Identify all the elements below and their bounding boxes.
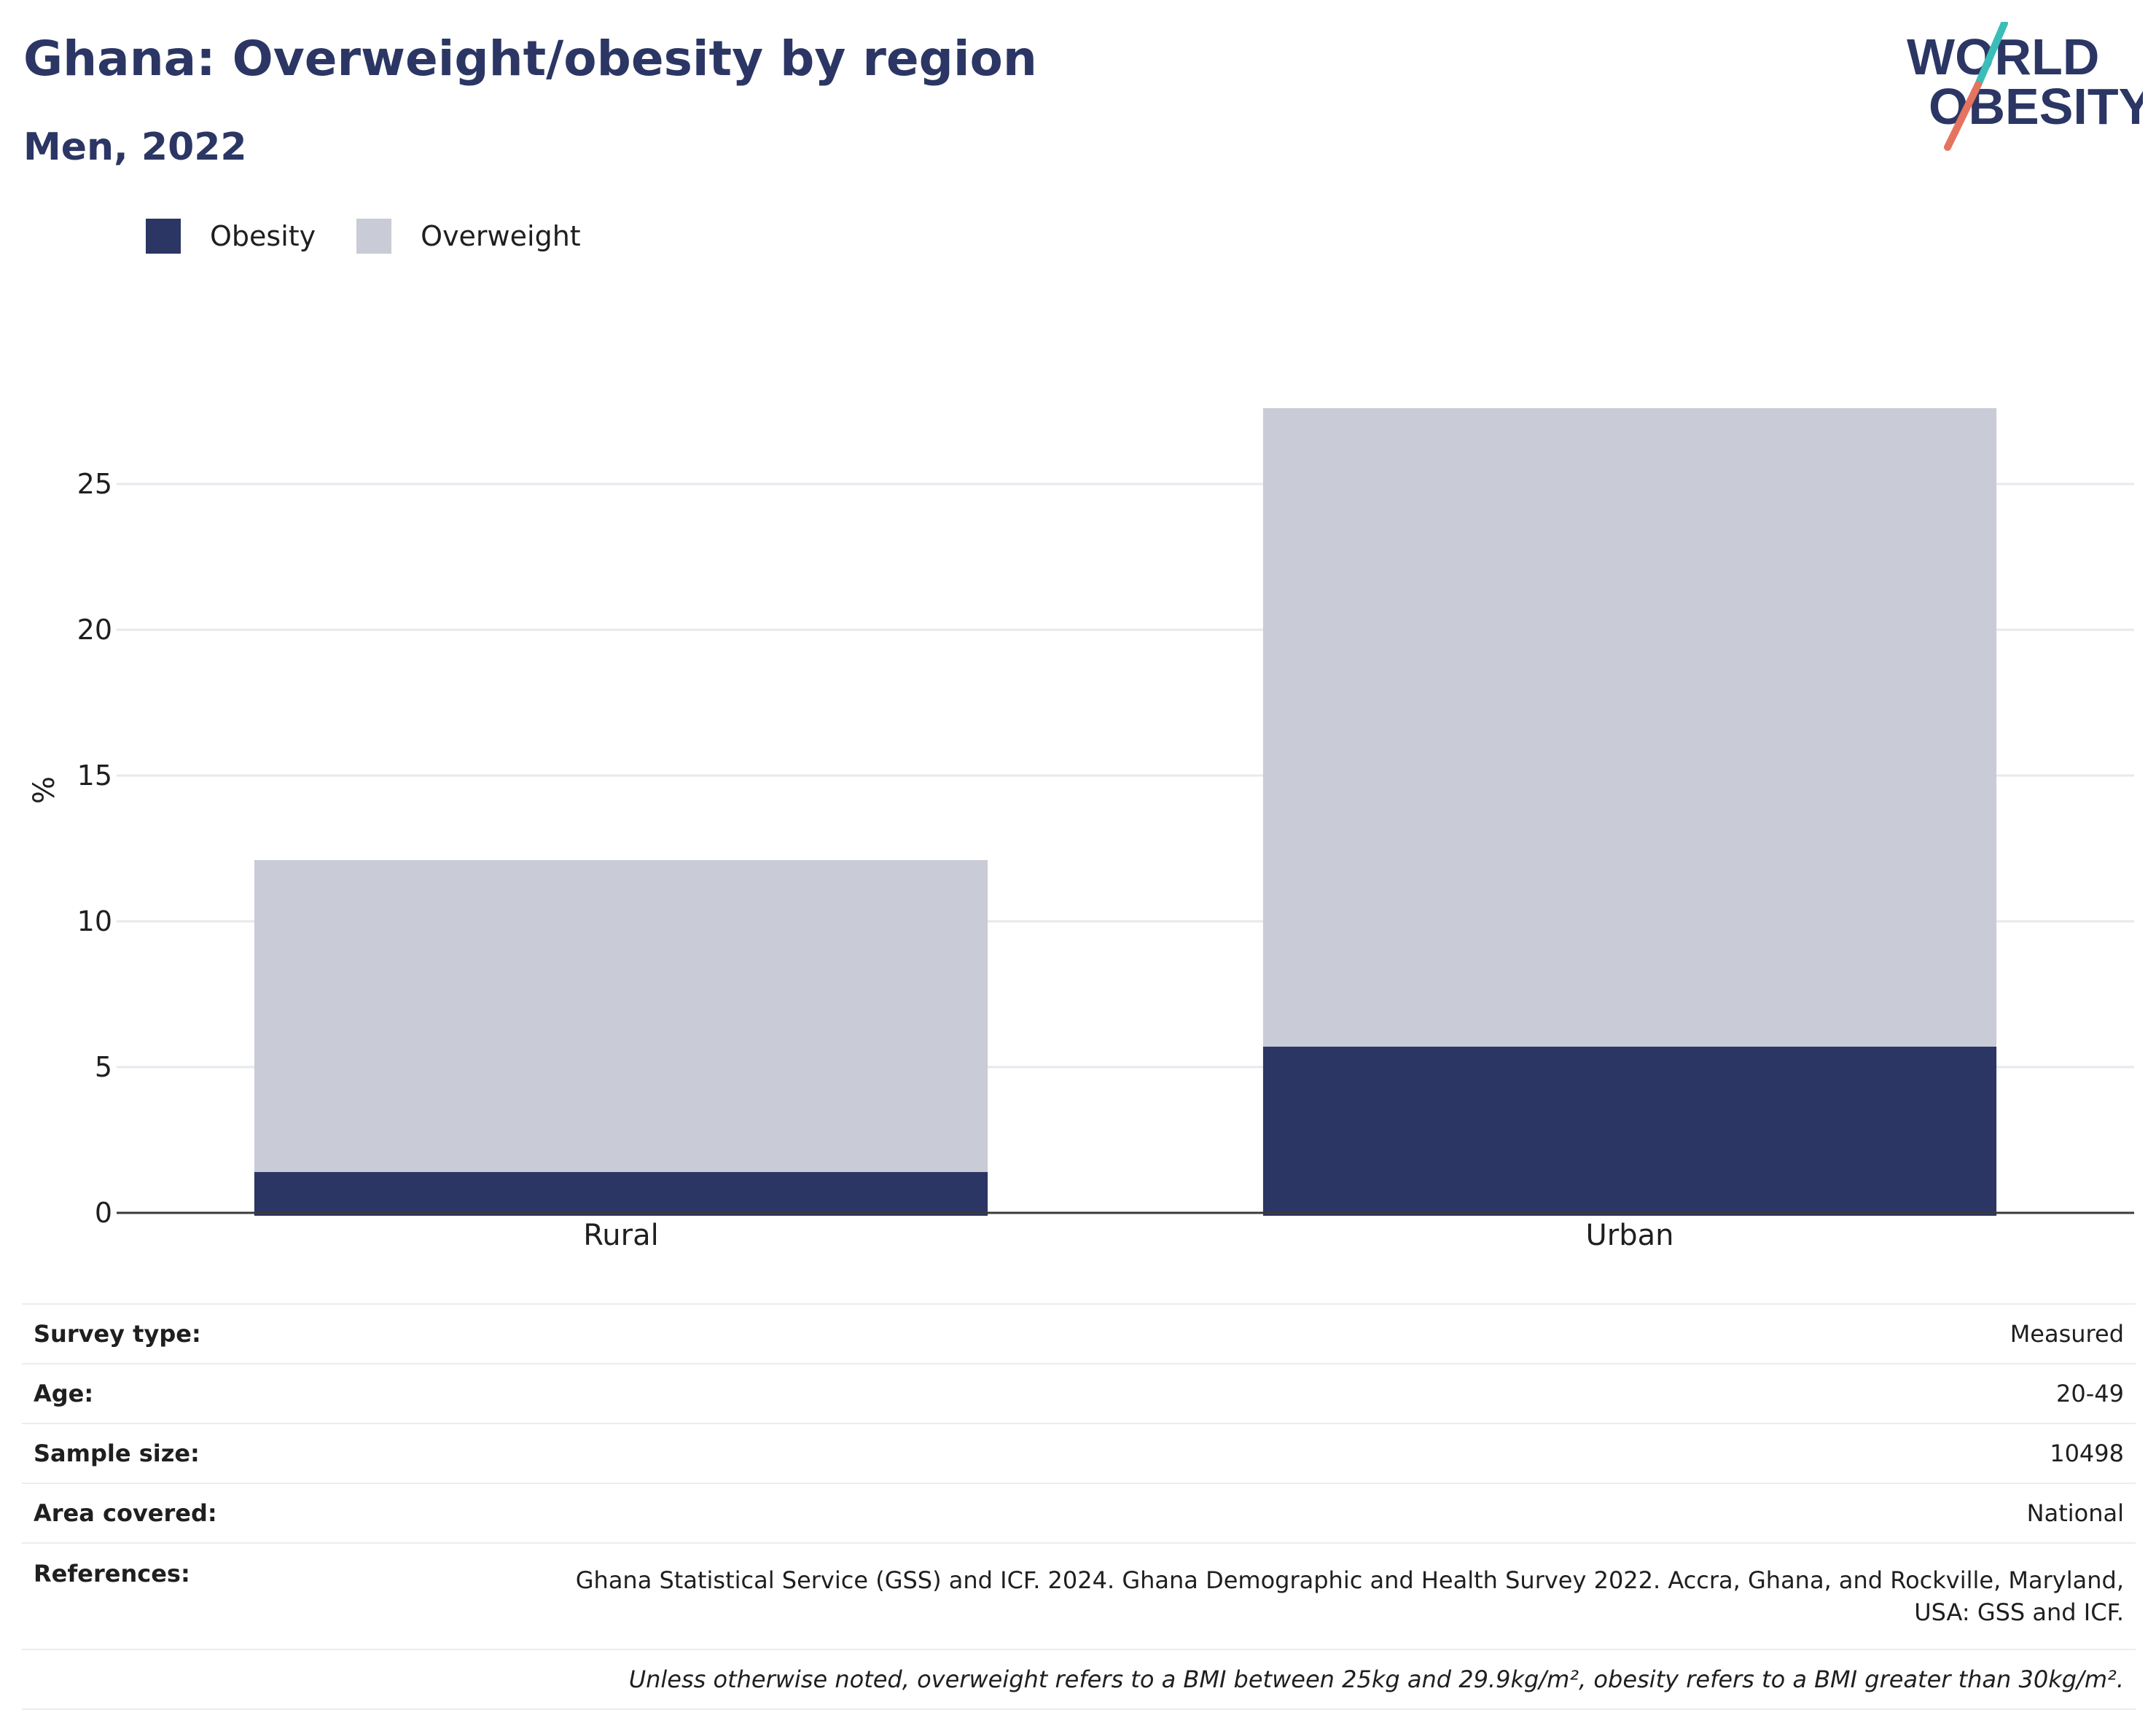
logo-text-world: WORLD [1907,28,2099,85]
info-key-survey-type: Survey type: [34,1320,201,1348]
chart-subtitle: Men, 2022 [23,125,247,169]
info-key-sample-size: Sample size: [34,1440,200,1467]
info-row-sample-size: Sample size: 10498 [22,1423,2136,1483]
stacked-bar-chart: 0 5 10 15 20 25% Rural Urban [28,408,2134,1252]
info-value-area-covered: National [2026,1499,2124,1527]
legend-item-obesity[interactable]: Obesity [146,219,316,254]
definition-note: Unless otherwise noted, overweight refer… [628,1665,2124,1693]
bar-urban-overweight [1262,408,1997,1047]
info-key-area-covered: Area covered: [34,1499,217,1527]
x-tick-label-rural: Rural [583,1219,658,1252]
y-tick-label-5: 5 [95,1051,112,1083]
x-tick-label-urban: Urban [1586,1219,1674,1252]
chart-legend: Obesity Overweight [146,217,622,255]
info-value-references: Ghana Statistical Service (GSS) and ICF.… [410,1543,2136,1649]
info-key-age: Age: [34,1380,94,1407]
info-value-age: 20-49 [2056,1380,2124,1407]
references-line-2: USA: GSS and ICF. [1914,1598,2124,1626]
info-row-age: Age: 20-49 [22,1364,2136,1423]
bar-rural-overweight [254,860,988,1172]
bar-urban-obesity [1262,1047,1997,1216]
survey-info-table: Survey type: Measured Age: 20-49 Sample … [22,1303,2136,1710]
legend-item-overweight[interactable]: Overweight [356,219,581,254]
info-key-references: References: [34,1560,190,1587]
logo-slash-teal [1975,22,2008,88]
y-tick-label-20: 20 [77,614,112,646]
legend-label-obesity: Obesity [210,220,316,252]
chart-title: Ghana: Overweight/obesity by region [23,31,1037,87]
y-tick-label-15: 15 [77,759,112,792]
y-tick-label-25: 25 [77,468,112,500]
legend-swatch-overweight [356,219,392,254]
bar-rural-obesity [254,1172,988,1216]
y-tick-label-10: 10 [77,905,112,937]
info-value-survey-type: Measured [2009,1320,2124,1348]
world-obesity-logo: WORLD OBESITY [1907,22,2143,151]
info-row-area-covered: Area covered: National [22,1483,2136,1543]
info-row-note: Unless otherwise noted, overweight refer… [22,1649,2136,1709]
y-axis-label: % [28,776,61,804]
logo-slash-coral [1944,81,1982,151]
legend-label-overweight: Overweight [421,220,581,252]
references-line-1: Ghana Statistical Service (GSS) and ICF.… [575,1566,2124,1594]
info-value-sample-size: 10498 [2050,1440,2124,1467]
info-row-survey-type: Survey type: Measured [22,1304,2136,1364]
y-tick-label-0: 0 [95,1197,112,1229]
info-row-references: References: Ghana Statistical Service (G… [22,1543,2136,1649]
legend-swatch-obesity [146,219,181,254]
